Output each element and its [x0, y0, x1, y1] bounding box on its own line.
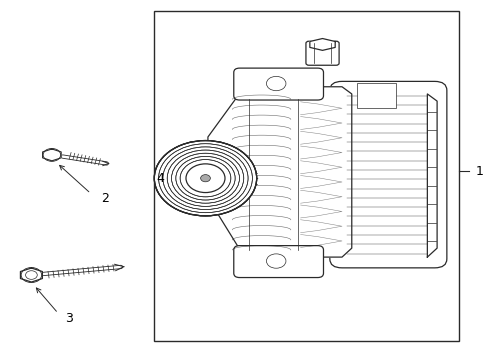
Circle shape	[154, 140, 256, 216]
Polygon shape	[20, 268, 42, 282]
Polygon shape	[207, 87, 351, 257]
FancyBboxPatch shape	[329, 81, 446, 268]
Text: 2: 2	[102, 192, 109, 205]
Text: 1: 1	[475, 165, 483, 177]
FancyBboxPatch shape	[305, 41, 338, 65]
Bar	[356, 83, 395, 108]
Polygon shape	[309, 39, 334, 50]
Circle shape	[266, 76, 285, 91]
FancyBboxPatch shape	[233, 68, 323, 100]
Polygon shape	[42, 149, 61, 161]
Circle shape	[185, 164, 224, 193]
Text: 3: 3	[65, 312, 73, 325]
Bar	[154, 12, 458, 341]
Circle shape	[266, 254, 285, 268]
FancyBboxPatch shape	[233, 246, 323, 278]
Text: 4: 4	[156, 172, 163, 185]
Circle shape	[200, 175, 210, 182]
